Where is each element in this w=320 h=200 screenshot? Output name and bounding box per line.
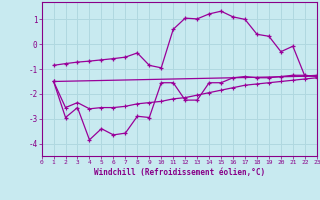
X-axis label: Windchill (Refroidissement éolien,°C): Windchill (Refroidissement éolien,°C): [94, 168, 265, 177]
